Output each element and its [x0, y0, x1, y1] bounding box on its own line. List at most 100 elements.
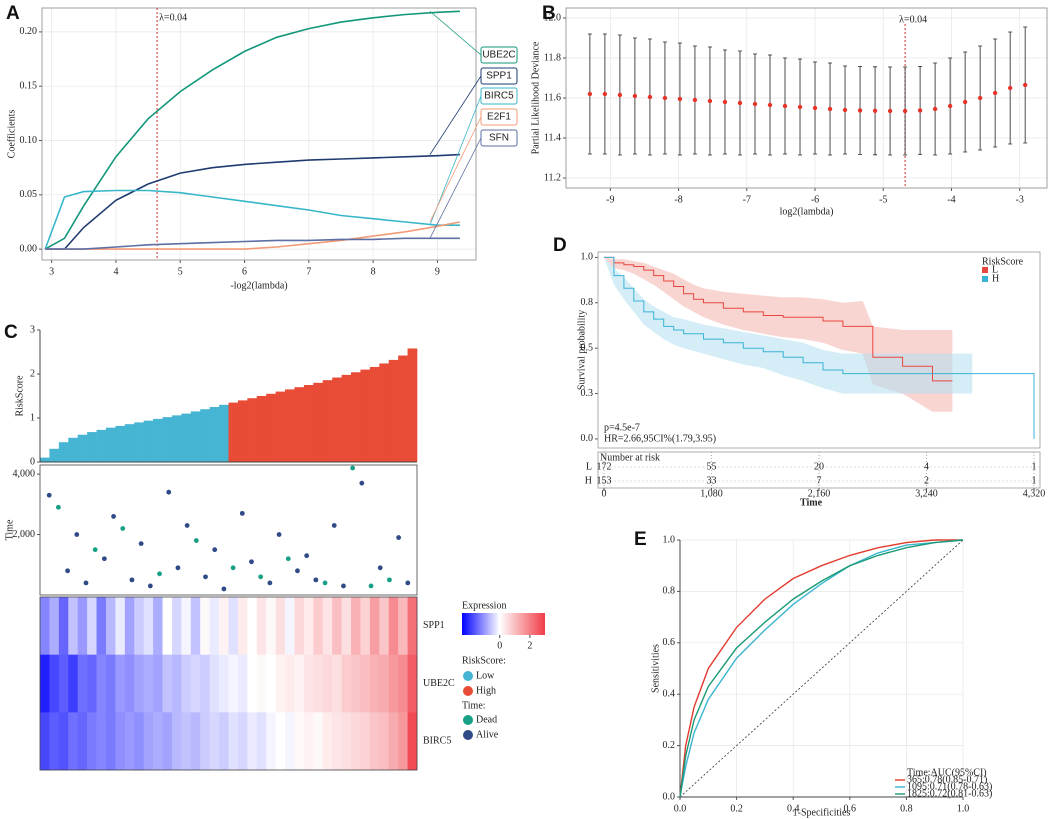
- x-axis-label: 1-Specificities: [793, 807, 851, 818]
- risk-bar: [87, 432, 97, 462]
- y-tick-label: 1.0: [581, 252, 594, 263]
- x-tick-label: -3: [1016, 194, 1024, 205]
- heat-cell: [322, 597, 333, 655]
- time-point: [285, 556, 291, 562]
- heat-cell: [285, 654, 295, 713]
- time-point: [322, 580, 328, 586]
- roc-curve: [679, 539, 963, 798]
- x-tick-label: -7: [743, 194, 751, 205]
- x-tick-label: 0: [601, 488, 606, 499]
- panel-letter: A: [6, 3, 20, 24]
- heat-cell: [322, 712, 333, 771]
- x-tick-label: 1.0: [957, 803, 970, 814]
- mean-point: [632, 93, 638, 99]
- x-tick-label: 6: [242, 266, 247, 277]
- risk-bar: [105, 427, 116, 462]
- heat-cell: [87, 654, 97, 713]
- risk-bar: [369, 366, 380, 462]
- mean-point: [827, 106, 833, 112]
- row-label: BIRC5: [423, 735, 451, 746]
- y-tick-label: 0.8: [663, 586, 676, 597]
- y-tick-label: 11.2: [544, 172, 561, 183]
- time-point: [221, 586, 227, 592]
- risk-bar: [388, 359, 399, 462]
- heat-cell: [322, 654, 333, 713]
- heat-cell: [153, 712, 163, 771]
- legend-title: RiskScore: [982, 256, 1024, 267]
- legend-label: Alive: [476, 729, 499, 740]
- heat-cell: [153, 597, 163, 655]
- heat-cell: [341, 597, 352, 655]
- colorbar: [462, 613, 545, 635]
- time-point: [166, 489, 172, 495]
- heat-cell: [266, 597, 276, 655]
- heat-cell: [190, 597, 201, 655]
- risk-bar: [351, 372, 361, 462]
- risk-title: Number at risk: [600, 452, 660, 463]
- time-point: [405, 580, 411, 586]
- x-tick-label: -6: [811, 194, 819, 205]
- coef-path: [45, 237, 460, 250]
- legend-label: BIRC5: [484, 91, 514, 102]
- label-box: [480, 87, 518, 105]
- heat-cell: [219, 597, 229, 655]
- time-point: [111, 513, 116, 519]
- roc-curve: [679, 539, 964, 798]
- heat-cell: [77, 597, 88, 655]
- heat-cell: [49, 712, 60, 771]
- heat-cell: [369, 712, 380, 771]
- label-box: [480, 129, 518, 147]
- heat-cell: [96, 712, 107, 771]
- x-tick-label: 1,080: [700, 488, 723, 499]
- risk-count: 1: [1032, 475, 1037, 486]
- risk-row-label: L: [586, 461, 592, 472]
- risk-bar: [190, 411, 201, 462]
- y-axis-label: Coefficients: [6, 110, 17, 159]
- heat-cell: [219, 712, 229, 771]
- y-tick-label: 0.05: [20, 189, 38, 200]
- heat-cell: [190, 712, 201, 771]
- heat-cell: [115, 654, 126, 713]
- legend-swatch: [463, 686, 473, 696]
- y-tick-label: 0.8: [581, 297, 594, 308]
- legend-title: RiskScore:: [462, 655, 506, 666]
- survival-curve: [604, 256, 953, 382]
- time-point: [313, 577, 319, 583]
- y-tick-label: 0: [30, 456, 35, 467]
- mean-point: [977, 95, 983, 101]
- x-tick-label: 0.6: [844, 803, 857, 814]
- heat-cell: [181, 712, 192, 771]
- heat-cell: [266, 654, 276, 713]
- time-point: [276, 532, 282, 537]
- risk-bar: [115, 425, 126, 462]
- mean-point: [857, 108, 863, 113]
- time-point: [101, 556, 107, 562]
- risk-bar: [143, 420, 154, 462]
- heat-cell: [256, 712, 267, 771]
- x-axis-label: -log2(lambda): [230, 280, 287, 291]
- risk-count: 153: [596, 475, 611, 486]
- heat-cell: [351, 654, 361, 713]
- annotation: HR=2.66,95CI%(1.79,3.95): [604, 433, 716, 444]
- time-point: [147, 583, 153, 589]
- heat-cell: [369, 597, 380, 655]
- y-tick-label: 0.4: [663, 688, 676, 699]
- time-point: [55, 504, 61, 510]
- heat-cell: [49, 654, 60, 713]
- mean-point: [917, 108, 923, 113]
- heat-cell: [77, 654, 88, 713]
- heat-cell: [360, 597, 371, 655]
- label-connector: [429, 137, 482, 239]
- risk-count: 20: [814, 461, 824, 472]
- y-tick-label: 0.0: [663, 791, 676, 802]
- heat-cell: [171, 712, 182, 771]
- x-tick-label: 0.8: [900, 803, 913, 814]
- mean-point: [647, 94, 653, 100]
- legend-title: Time:: [462, 700, 486, 711]
- y-tick-label: 0.00: [20, 243, 38, 254]
- heat-cell: [228, 712, 239, 771]
- mean-point: [737, 100, 743, 106]
- time-point: [46, 492, 52, 498]
- heat-cell: [124, 654, 135, 713]
